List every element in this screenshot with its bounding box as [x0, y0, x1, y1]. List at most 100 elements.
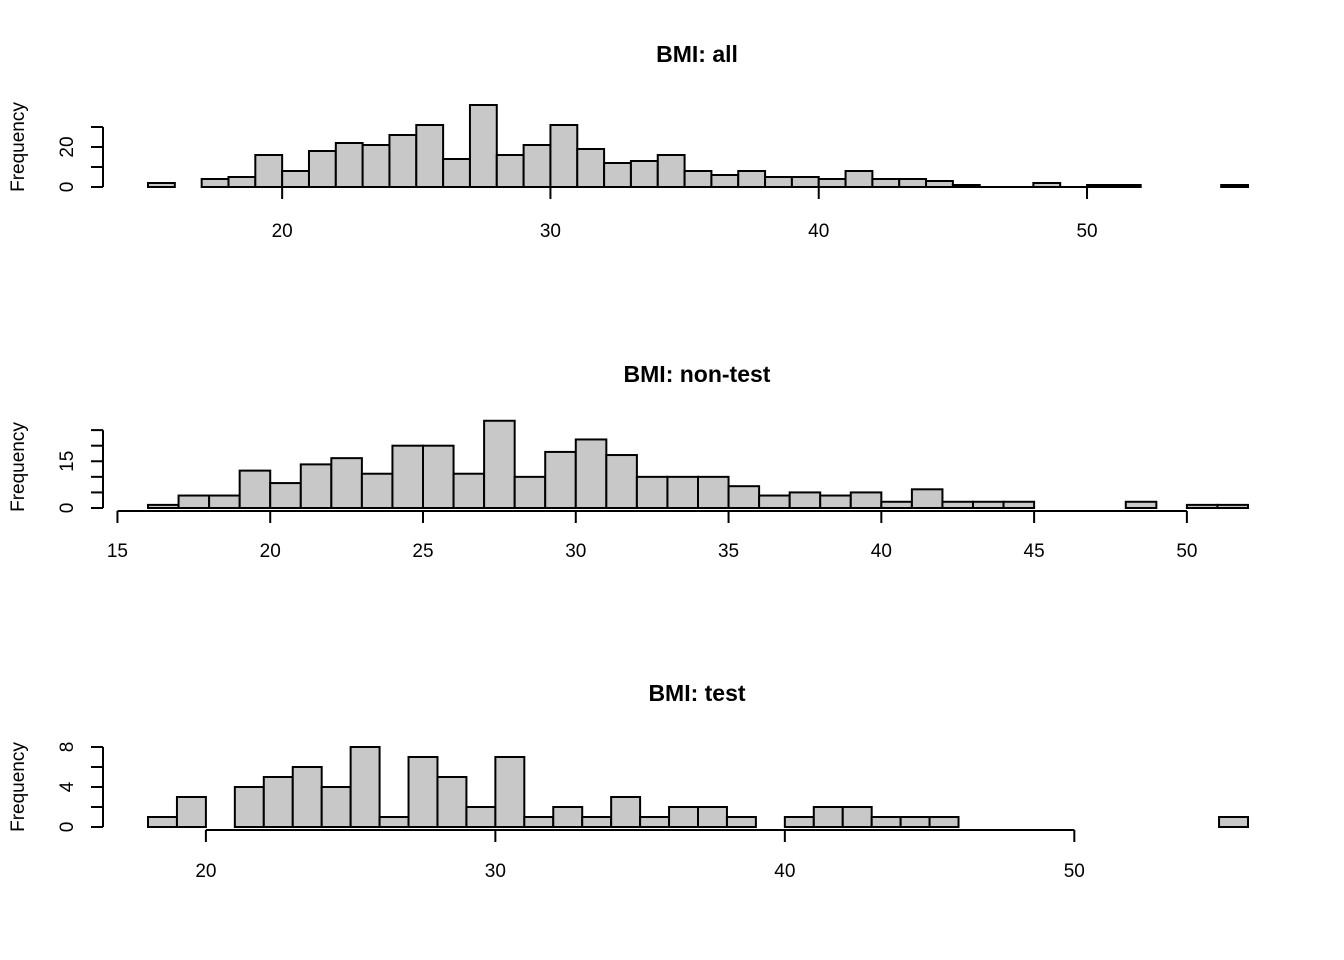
histogram-bar — [764, 176, 793, 188]
histogram-bar — [1185, 503, 1219, 509]
histogram-bar — [1220, 184, 1250, 188]
histogram-bar — [629, 160, 659, 188]
histogram-bar — [147, 816, 178, 828]
x-tick-label: 35 — [718, 541, 739, 562]
histogram-bar — [360, 472, 394, 510]
x-tick-label: 40 — [808, 221, 829, 242]
histogram-bar — [233, 786, 265, 828]
histogram-bar — [1218, 816, 1249, 828]
histogram-bar — [898, 178, 928, 188]
y-tick-label: 15 — [57, 451, 78, 472]
histogram-bar — [639, 816, 671, 828]
histogram-bar — [320, 786, 352, 828]
histogram-bar — [436, 776, 468, 828]
y-tick-label: 4 — [57, 781, 78, 792]
histogram-bar — [544, 450, 577, 509]
histogram-bar — [737, 170, 767, 188]
histogram-bar — [610, 796, 642, 828]
histogram-bar — [494, 756, 526, 828]
histogram-bar — [378, 816, 410, 828]
histogram-bar — [783, 816, 815, 828]
histogram-bar — [1112, 184, 1142, 188]
histogram-bar — [819, 494, 852, 509]
histogram-bar — [1216, 503, 1250, 509]
histogram-bar — [549, 124, 579, 188]
histogram-bar — [147, 182, 176, 188]
x-tick-label: 45 — [1024, 541, 1045, 562]
histogram-bar — [442, 158, 471, 188]
histogram-bar — [177, 494, 211, 509]
x-tick-label: 50 — [1076, 221, 1097, 242]
histogram-bar — [668, 806, 699, 828]
histogram-bar — [790, 176, 820, 188]
histogram-bar — [330, 457, 363, 509]
histogram-bar — [697, 475, 730, 510]
histogram-bar — [391, 444, 425, 510]
histogram-bar — [307, 150, 337, 188]
chart-title: BMI: non-test — [624, 361, 771, 387]
histogram-bar — [941, 500, 975, 509]
histogram-bar — [656, 154, 686, 188]
x-tick-label: 40 — [871, 541, 892, 562]
histogram-bar — [725, 816, 757, 828]
histogram-bar — [844, 170, 874, 188]
histogram-bar — [238, 469, 272, 510]
x-tick-label: 30 — [485, 861, 506, 882]
histogram-bar — [788, 491, 822, 509]
histogram-bar — [552, 806, 584, 828]
histogram-bar — [928, 816, 960, 828]
histogram-bar — [334, 142, 364, 188]
x-tick-label: 50 — [1064, 861, 1085, 882]
histogram-bar — [666, 475, 700, 510]
histogram-bar — [452, 472, 486, 510]
histogram-bar — [683, 170, 713, 188]
histogram-bar — [208, 494, 241, 509]
histogram-panel-3: BMI: test 0 4 8 Frequency 20 30 40 50 — [8, 680, 1249, 882]
x-tick-label: 40 — [774, 861, 795, 882]
x-tick-label: 20 — [260, 541, 281, 562]
histogram-bar — [415, 124, 445, 188]
histogram-bar — [468, 104, 498, 188]
histogram-bar — [522, 144, 552, 188]
histogram-bar — [254, 154, 284, 188]
histogram-bar — [407, 756, 439, 828]
histogram-bar — [910, 488, 944, 509]
histogram-bar — [422, 444, 455, 510]
histogram-bar — [972, 500, 1005, 509]
x-tick-label: 25 — [412, 541, 433, 562]
histogram-bar — [727, 485, 761, 510]
histogram-bar — [465, 806, 497, 828]
histogram-panel-1: BMI: all 0 20 Frequency 20 30 40 50 — [8, 41, 1250, 242]
histogram-bar — [812, 806, 844, 828]
histogram-bar — [635, 475, 669, 510]
histogram-bar — [291, 766, 323, 828]
histogram-bar — [495, 154, 525, 188]
y-axis-label: Frequency — [8, 742, 29, 832]
histogram-bar — [349, 746, 381, 828]
histogram-panel-2: BMI: non-test 0 15 Frequency 15 20 25 30 35 40 45 5… — [8, 361, 1250, 562]
histogram-bar — [574, 438, 608, 510]
histogram-bar — [1086, 184, 1115, 188]
histogram-bar — [175, 796, 207, 828]
histogram-bar — [605, 454, 638, 509]
histogram-bar — [262, 776, 294, 828]
histogram-bar — [227, 176, 257, 188]
histogram-bar — [523, 816, 555, 828]
histogram-bar — [483, 419, 516, 509]
y-tick-label: 20 — [57, 136, 78, 157]
histogram-bar — [870, 816, 902, 828]
x-tick-label: 30 — [565, 541, 586, 562]
histogram-bar — [281, 170, 310, 188]
histogram-bar — [849, 491, 883, 509]
y-axis-label: Frequency — [8, 102, 29, 192]
histogram-bar — [871, 178, 901, 188]
y-tick-label: 8 — [57, 742, 78, 753]
histogram-bar — [697, 806, 728, 828]
histogram-bar — [841, 806, 873, 828]
chart-title: BMI: all — [656, 41, 738, 67]
histogram-bar — [1124, 500, 1158, 509]
x-tick-label: 30 — [540, 221, 561, 242]
x-tick-label: 50 — [1176, 541, 1197, 562]
y-tick-label: 0 — [57, 503, 78, 514]
histogram-bar — [710, 174, 740, 188]
